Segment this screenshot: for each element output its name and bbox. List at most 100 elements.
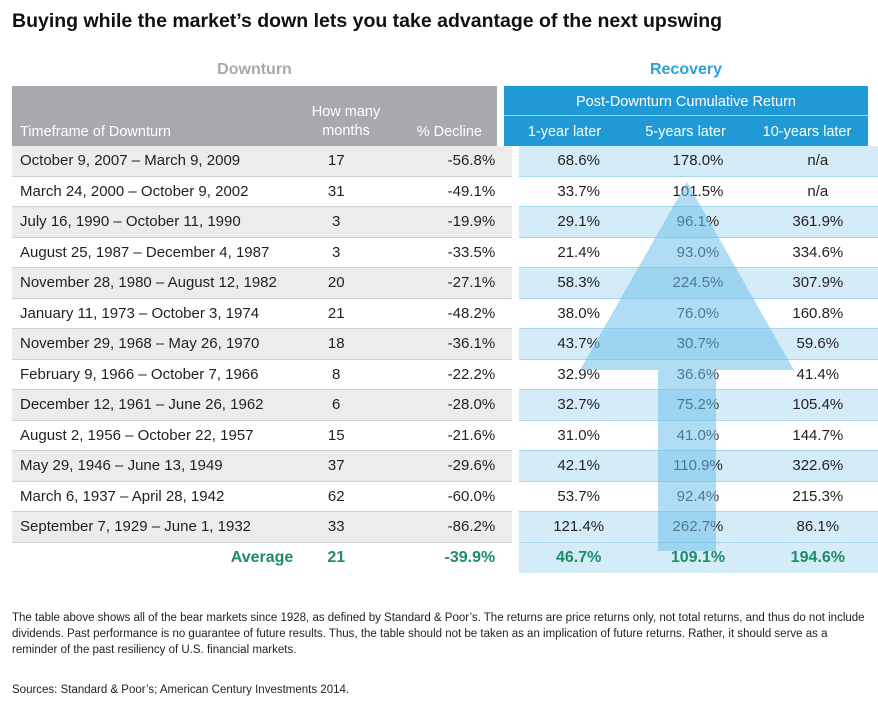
cell-months: 20	[303, 267, 370, 299]
cell-timeframe: March 6, 1937 – April 28, 1942	[12, 481, 304, 512]
cell-months: 15	[303, 420, 370, 451]
col-header-10yr: 10-years later	[762, 124, 852, 140]
table-row: May 29, 1946 – June 13, 1949 37 -29.6% 42.1…	[12, 450, 878, 482]
cell-1yr-return: 29.1%	[519, 206, 639, 238]
cell-5yr-return: 75.2%	[638, 389, 758, 421]
average-5yr-return: 109.1%	[638, 542, 758, 573]
page-title: Buying while the market’s down lets you …	[12, 10, 723, 32]
cell-10yr-return: 59.6%	[757, 328, 878, 360]
cell-10yr-return: 41.4%	[757, 359, 878, 390]
column-gap	[512, 146, 520, 177]
cell-5yr-return: 110.9%	[638, 450, 758, 482]
recovery-section-label: Recovery	[649, 61, 723, 78]
cell-decline: -19.9%	[369, 206, 513, 238]
cell-timeframe: September 7, 1929 – June 1, 1932	[12, 511, 304, 543]
cell-decline: -56.8%	[369, 146, 513, 177]
cell-months: 31	[303, 176, 370, 207]
cell-10yr-return: n/a	[757, 176, 878, 207]
cell-1yr-return: 21.4%	[519, 237, 639, 268]
cell-months: 6	[303, 389, 370, 421]
cell-months: 21	[303, 298, 370, 329]
table-row: November 29, 1968 – May 26, 1970 18 -36.1%…	[12, 328, 878, 360]
cell-1yr-return: 53.7%	[519, 481, 639, 512]
cell-1yr-return: 42.1%	[519, 450, 639, 482]
col-header-months: How many months	[311, 104, 381, 139]
cell-1yr-return: 33.7%	[519, 176, 639, 207]
column-gap	[512, 176, 520, 207]
cell-timeframe: July 16, 1990 – October 11, 1990	[12, 206, 304, 238]
cell-months: 17	[303, 146, 370, 177]
cell-1yr-return: 58.3%	[519, 267, 639, 299]
header-divider	[504, 115, 868, 116]
cell-timeframe: May 29, 1946 – June 13, 1949	[12, 450, 304, 482]
cell-decline: -33.5%	[369, 237, 513, 268]
cell-decline: -48.2%	[369, 298, 513, 329]
recovery-header: Post-Downturn Cumulative Return 1-year l…	[504, 86, 868, 146]
column-gap	[512, 298, 520, 329]
cell-10yr-return: 86.1%	[757, 511, 878, 543]
cell-timeframe: August 2, 1956 – October 22, 1957	[12, 420, 304, 451]
cell-5yr-return: 30.7%	[638, 328, 758, 360]
table-row: November 28, 1980 – August 12, 1982 20 -27…	[12, 267, 878, 299]
cell-5yr-return: 96.1%	[638, 206, 758, 238]
cell-timeframe: November 29, 1968 – May 26, 1970	[12, 328, 304, 360]
cell-1yr-return: 121.4%	[519, 511, 639, 543]
cell-10yr-return: 361.9%	[757, 206, 878, 238]
cell-months: 37	[303, 450, 370, 482]
cell-timeframe: March 24, 2000 – October 9, 2002	[12, 176, 304, 207]
cell-1yr-return: 32.9%	[519, 359, 639, 390]
column-gap	[512, 542, 520, 573]
table-row: September 7, 1929 – June 1, 1932 33 -86.2%…	[12, 511, 878, 543]
column-gap	[512, 206, 520, 238]
column-gap	[512, 237, 520, 268]
cell-5yr-return: 224.5%	[638, 267, 758, 299]
cell-months: 3	[303, 206, 370, 238]
table-row: January 11, 1973 – October 3, 1974 21 -48.…	[12, 298, 878, 329]
cell-1yr-return: 38.0%	[519, 298, 639, 329]
average-1yr-return: 46.7%	[519, 542, 639, 573]
table-row: October 9, 2007 – March 9, 2009 17 -56.8% 6…	[12, 146, 878, 177]
cell-1yr-return: 31.0%	[519, 420, 639, 451]
average-label: Average	[12, 542, 304, 573]
cell-decline: -36.1%	[369, 328, 513, 360]
col-header-decline: % Decline	[416, 124, 482, 140]
cell-decline: -49.1%	[369, 176, 513, 207]
cell-10yr-return: 307.9%	[757, 267, 878, 299]
cell-timeframe: August 25, 1987 – December 4, 1987	[12, 237, 304, 268]
cell-10yr-return: 144.7%	[757, 420, 878, 451]
cell-decline: -86.2%	[369, 511, 513, 543]
column-gap	[512, 420, 520, 451]
cell-decline: -29.6%	[369, 450, 513, 482]
cell-months: 18	[303, 328, 370, 360]
cell-decline: -28.0%	[369, 389, 513, 421]
sources-note: Sources: Standard & Poor’s; American Cen…	[12, 684, 350, 696]
column-gap	[512, 267, 520, 299]
cell-timeframe: October 9, 2007 – March 9, 2009	[12, 146, 304, 177]
average-months: 21	[303, 542, 370, 573]
cell-timeframe: February 9, 1966 – October 7, 1966	[12, 359, 304, 390]
bear-market-table: October 9, 2007 – March 9, 2009 17 -56.8% 6…	[12, 146, 878, 573]
cell-decline: -22.2%	[369, 359, 513, 390]
cell-timeframe: November 28, 1980 – August 12, 1982	[12, 267, 304, 299]
cell-1yr-return: 68.6%	[519, 146, 639, 177]
col-header-5yr: 5-years later	[645, 124, 726, 140]
table-row: August 2, 1956 – October 22, 1957 15 -21.6…	[12, 420, 878, 451]
table-row: August 25, 1987 – December 4, 1987 3 -33.5…	[12, 237, 878, 268]
cell-timeframe: December 12, 1961 – June 26, 1962	[12, 389, 304, 421]
col-header-timeframe: Timeframe of Downturn	[20, 124, 171, 140]
table-row: March 24, 2000 – October 9, 2002 31 -49.1%…	[12, 176, 878, 207]
cell-decline: -21.6%	[369, 420, 513, 451]
col-header-1yr: 1-year later	[527, 124, 602, 140]
cell-10yr-return: 215.3%	[757, 481, 878, 512]
cell-months: 8	[303, 359, 370, 390]
cell-months: 3	[303, 237, 370, 268]
cell-months: 62	[303, 481, 370, 512]
column-gap	[512, 511, 520, 543]
cell-5yr-return: 262.7%	[638, 511, 758, 543]
cell-decline: -27.1%	[369, 267, 513, 299]
cell-months: 33	[303, 511, 370, 543]
column-gap	[512, 450, 520, 482]
column-gap	[512, 328, 520, 360]
table-row: March 6, 1937 – April 28, 1942 62 -60.0% 53…	[12, 481, 878, 512]
cell-5yr-return: 41.0%	[638, 420, 758, 451]
